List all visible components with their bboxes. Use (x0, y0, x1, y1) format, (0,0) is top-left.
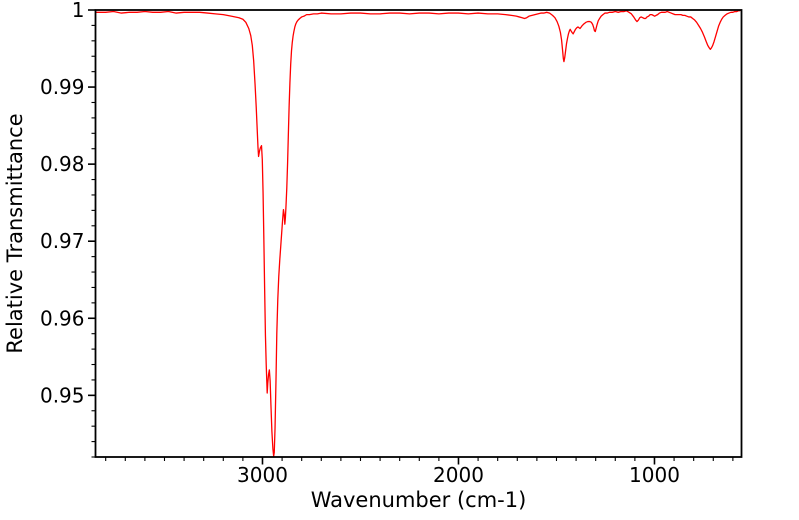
y-axis-label: Relative Transmittance (3, 113, 27, 353)
x-tick-label: 3000 (237, 463, 288, 487)
y-tick-label: 1 (72, 0, 85, 22)
x-axis-label: Wavenumber (cm-1) (311, 488, 527, 512)
axis-tick-labels: 3000 2000 1000 1 0.99 0.98 0.97 0.96 0.95 (40, 0, 680, 487)
y-tick-label: 0.99 (40, 75, 85, 99)
x-tick-label: 2000 (433, 463, 484, 487)
axis-ticks (88, 9, 734, 465)
plot-frame (94, 9, 743, 458)
y-tick-label: 0.98 (40, 152, 85, 176)
y-tick-label: 0.97 (40, 229, 85, 253)
spectrum-line (94, 9, 743, 457)
y-tick-label: 0.95 (40, 383, 85, 407)
y-tick-label: 0.96 (40, 306, 85, 330)
x-tick-label: 1000 (629, 463, 680, 487)
